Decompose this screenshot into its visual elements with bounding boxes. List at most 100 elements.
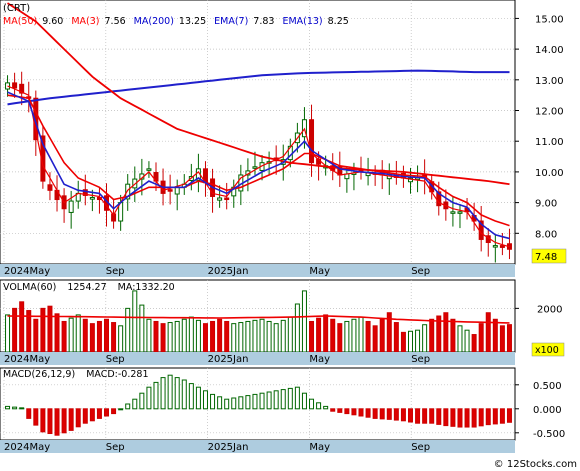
macd-bar <box>174 377 180 410</box>
candle <box>125 174 131 211</box>
macd-bar <box>429 408 435 424</box>
volume-bar <box>301 290 307 353</box>
volume-bar <box>422 324 428 353</box>
volume-bar <box>450 318 456 353</box>
macd-bar <box>132 398 138 410</box>
volume-bar <box>287 316 293 353</box>
macd-bar <box>40 408 46 433</box>
macd-bar <box>266 391 272 410</box>
indicator-value: 8.25 <box>328 16 349 27</box>
volume-bar <box>202 323 208 353</box>
candle <box>167 174 173 205</box>
date-label: Sep <box>106 354 125 365</box>
macd-bar <box>104 408 110 417</box>
macd-bar <box>82 408 88 424</box>
macd-bar <box>245 395 251 410</box>
price-tick-label: 10.00 <box>535 168 564 179</box>
volume-bar <box>506 324 512 353</box>
price-plot-area <box>0 0 516 265</box>
date-label: 2024May <box>4 354 50 365</box>
indicator-label: MA(200) <box>134 16 174 27</box>
volume-bar <box>61 320 67 353</box>
unit-badge: x100 <box>531 342 565 357</box>
volume-bar <box>316 317 322 353</box>
macd-bar <box>238 396 244 410</box>
indicator-value: 13.25 <box>179 16 206 27</box>
macd-bar <box>358 408 364 417</box>
candle <box>457 204 463 229</box>
date-label: May <box>309 266 330 277</box>
volume-bar <box>294 303 300 353</box>
volume-bar <box>330 318 336 353</box>
macd-bar <box>478 408 484 427</box>
price-tick-label: 12.00 <box>535 107 564 118</box>
macd-bar <box>181 379 187 410</box>
volume-bar <box>478 323 484 353</box>
volume-bar <box>337 323 343 353</box>
volume-bar <box>344 320 350 353</box>
candle <box>19 71 25 106</box>
last-price-badge: 7.48 <box>531 248 567 264</box>
date-label: 2025Jan <box>208 266 249 277</box>
date-label: Sep <box>411 266 430 277</box>
volume-date-band <box>0 352 515 365</box>
volume-bar <box>139 304 145 353</box>
macd-bar <box>153 381 159 410</box>
volume-bar <box>33 318 39 353</box>
macd-bar <box>330 408 336 412</box>
macd-bar <box>217 396 223 410</box>
volume-bar <box>68 317 74 353</box>
macd-bar <box>316 402 322 410</box>
chart-title: (CRT) <box>3 3 30 14</box>
ma50-line <box>7 2 510 186</box>
volume-bar <box>5 314 11 353</box>
macd-bar <box>415 408 421 424</box>
volume-bar <box>309 320 315 353</box>
volume-bar <box>280 319 286 353</box>
price-tick-label: 9.00 <box>535 199 557 210</box>
macd-bar <box>351 408 357 416</box>
indicator-label: EMA(7) <box>214 16 248 27</box>
volume-bar <box>499 325 505 353</box>
macd-bar <box>443 408 449 427</box>
volume-bar <box>96 320 102 353</box>
macd-bar <box>47 408 53 435</box>
volume-bar <box>252 319 258 353</box>
macd-bar <box>195 386 201 410</box>
date-label: 2024May <box>4 266 50 277</box>
macd-bar <box>188 383 194 410</box>
indicator-legend: MA(50) 9.60 MA(3) 7.56 MA(200) 13.25 EMA(7) 7.8… <box>3 16 349 27</box>
macd-bar <box>273 390 279 410</box>
macd-bar <box>301 392 307 410</box>
price-tick-label: 8.00 <box>535 229 557 240</box>
volume-bar <box>266 320 272 353</box>
volume-bar <box>54 313 60 353</box>
volume-bar <box>82 318 88 353</box>
volume-bar <box>188 316 194 353</box>
candle <box>217 185 223 208</box>
indicator-label: MA(50) <box>3 16 37 27</box>
volume-bar <box>146 318 152 353</box>
volume-bar <box>259 318 265 353</box>
macd-plot-area <box>0 367 516 441</box>
volume-bar <box>210 320 216 353</box>
candle <box>12 72 18 98</box>
volume-bar <box>231 323 237 353</box>
price-tick-label: 14.00 <box>535 45 564 56</box>
date-label: Sep <box>411 354 430 365</box>
candle <box>82 174 88 206</box>
macd-bar <box>12 406 18 410</box>
volume-bar <box>238 322 244 353</box>
volume-bar <box>19 301 25 353</box>
candle <box>492 235 498 263</box>
volume-ma-line <box>7 315 510 324</box>
volume-bar <box>118 325 124 353</box>
macd-bar <box>61 408 67 434</box>
svg-text:MACD(26,12,9) MACD:-0.28: MACD(26,12,9) MACD:-0.281 <box>3 369 149 380</box>
macd-bar <box>210 393 216 410</box>
macd-value: MACD:-0.281 <box>86 369 148 380</box>
macd-bar <box>365 408 371 418</box>
volume-legend: VOLMA(60) 1254.27 MA:1332.20 <box>3 282 175 293</box>
macd-bar <box>167 374 173 410</box>
date-label: 2025Jan <box>208 354 249 365</box>
